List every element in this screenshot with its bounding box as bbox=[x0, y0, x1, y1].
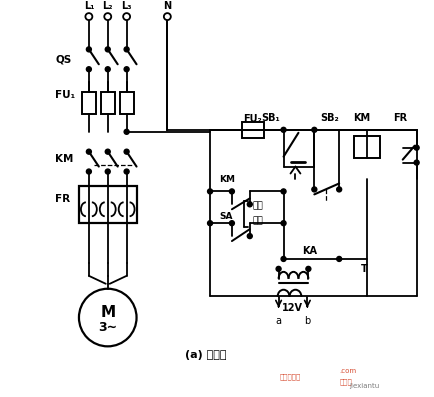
Text: M: M bbox=[100, 305, 115, 320]
Circle shape bbox=[86, 169, 91, 174]
Bar bbox=[119, 92, 133, 114]
Bar bbox=[353, 136, 379, 158]
Circle shape bbox=[229, 189, 234, 194]
Text: 手动: 手动 bbox=[252, 202, 263, 211]
Text: 12V: 12V bbox=[281, 303, 302, 312]
Text: FR: FR bbox=[55, 195, 70, 204]
Circle shape bbox=[280, 127, 286, 132]
Bar bbox=[79, 187, 136, 223]
Text: .com: .com bbox=[339, 368, 355, 374]
Text: 3∼: 3∼ bbox=[98, 321, 117, 334]
Circle shape bbox=[247, 233, 252, 239]
Circle shape bbox=[105, 169, 110, 174]
Circle shape bbox=[124, 67, 129, 72]
Circle shape bbox=[124, 47, 129, 52]
Circle shape bbox=[105, 67, 110, 72]
Circle shape bbox=[413, 160, 418, 165]
Text: KA: KA bbox=[301, 246, 316, 256]
Circle shape bbox=[105, 47, 110, 52]
Circle shape bbox=[124, 169, 129, 174]
Text: FU₁: FU₁ bbox=[55, 90, 75, 100]
Circle shape bbox=[86, 47, 91, 52]
Text: jiexiantu: jiexiantu bbox=[349, 383, 378, 389]
Circle shape bbox=[305, 266, 310, 272]
Circle shape bbox=[413, 145, 418, 150]
Text: SB₂: SB₂ bbox=[319, 113, 338, 123]
Text: L₁: L₁ bbox=[83, 1, 94, 11]
Text: (a) 主回路: (a) 主回路 bbox=[185, 350, 226, 360]
Bar bbox=[241, 122, 263, 138]
Circle shape bbox=[207, 221, 212, 225]
Text: QS: QS bbox=[55, 54, 71, 64]
Text: 接线图: 接线图 bbox=[339, 378, 351, 385]
Text: N: N bbox=[163, 1, 171, 11]
Circle shape bbox=[280, 221, 286, 225]
Text: T: T bbox=[360, 264, 367, 274]
Circle shape bbox=[207, 189, 212, 194]
Circle shape bbox=[311, 187, 316, 192]
Text: b: b bbox=[303, 316, 310, 326]
Text: SA: SA bbox=[218, 212, 232, 221]
Circle shape bbox=[105, 149, 110, 154]
Circle shape bbox=[247, 202, 252, 207]
Text: KM: KM bbox=[55, 154, 73, 164]
Text: FU₂: FU₂ bbox=[243, 114, 262, 124]
Text: 电子发烧友: 电子发烧友 bbox=[279, 373, 300, 380]
Text: SB₁: SB₁ bbox=[261, 113, 279, 123]
Text: FR: FR bbox=[392, 113, 406, 123]
Circle shape bbox=[276, 266, 280, 272]
Circle shape bbox=[311, 127, 316, 132]
Circle shape bbox=[124, 149, 129, 154]
Text: KM: KM bbox=[353, 113, 370, 123]
Text: KM: KM bbox=[218, 175, 234, 184]
Circle shape bbox=[86, 67, 91, 72]
Text: 自动: 自动 bbox=[252, 217, 263, 226]
Bar bbox=[101, 92, 115, 114]
Text: L₃: L₃ bbox=[121, 1, 132, 11]
Circle shape bbox=[280, 256, 286, 262]
Text: a: a bbox=[275, 316, 281, 326]
Circle shape bbox=[336, 187, 341, 192]
Circle shape bbox=[229, 221, 234, 225]
Circle shape bbox=[336, 256, 341, 262]
Circle shape bbox=[280, 189, 286, 194]
Circle shape bbox=[86, 149, 91, 154]
Bar bbox=[82, 92, 95, 114]
Text: L₂: L₂ bbox=[102, 1, 113, 11]
Circle shape bbox=[124, 129, 129, 134]
